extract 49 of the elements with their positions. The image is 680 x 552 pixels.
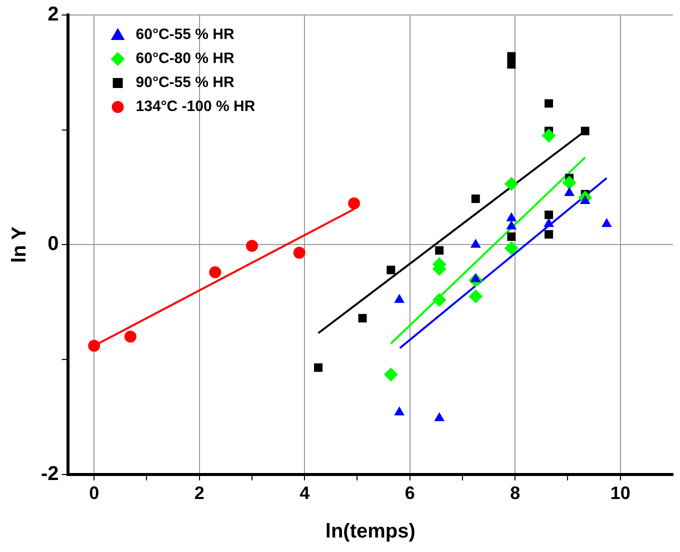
x-tick-label: 8: [510, 483, 520, 504]
point: [504, 176, 518, 191]
point: [293, 246, 306, 259]
point: [348, 197, 360, 210]
point: [544, 99, 554, 108]
point: [580, 126, 590, 136]
point: [246, 240, 258, 252]
point: [468, 289, 483, 304]
point: [564, 187, 575, 196]
point: [470, 238, 481, 248]
point: [471, 194, 480, 204]
point: [394, 406, 405, 416]
legend-label: 90°C-55 % HR: [136, 74, 234, 92]
x-axis-title: ln(temps): [325, 520, 416, 543]
point: [386, 266, 396, 274]
point: [384, 367, 398, 382]
point: [562, 176, 576, 190]
point: [507, 60, 516, 69]
point: [432, 292, 446, 307]
y-axis-title: ln Y: [8, 226, 31, 263]
x-tick-label: 4: [300, 483, 310, 504]
point: [542, 128, 556, 143]
x-tick-label: 0: [89, 483, 100, 504]
point: [507, 52, 516, 61]
point: [506, 212, 517, 222]
point: [358, 314, 367, 322]
point: [124, 330, 136, 343]
x-tick-label: 2: [194, 483, 204, 504]
point: [209, 266, 222, 278]
point: [394, 294, 405, 303]
point: [506, 220, 517, 230]
point: [434, 412, 445, 422]
point: [544, 210, 554, 220]
point: [314, 363, 323, 372]
legend-label: 134°C -100 % HR: [136, 98, 256, 116]
legend-label: 60°C-55 % HR: [136, 26, 234, 44]
y-tick-label: 2: [48, 4, 59, 26]
x-tick-label: 10: [610, 483, 630, 504]
point: [507, 232, 516, 241]
point: [544, 218, 554, 228]
legend-label: 60°C-80 % HR: [136, 50, 234, 68]
point: [88, 340, 100, 352]
point: [435, 246, 444, 255]
point: [504, 241, 518, 256]
point: [601, 218, 612, 228]
y-tick-label: 0: [48, 233, 59, 256]
point: [544, 230, 554, 239]
y-tick-label: -2: [40, 462, 59, 485]
x-tick-label: 6: [404, 483, 415, 504]
